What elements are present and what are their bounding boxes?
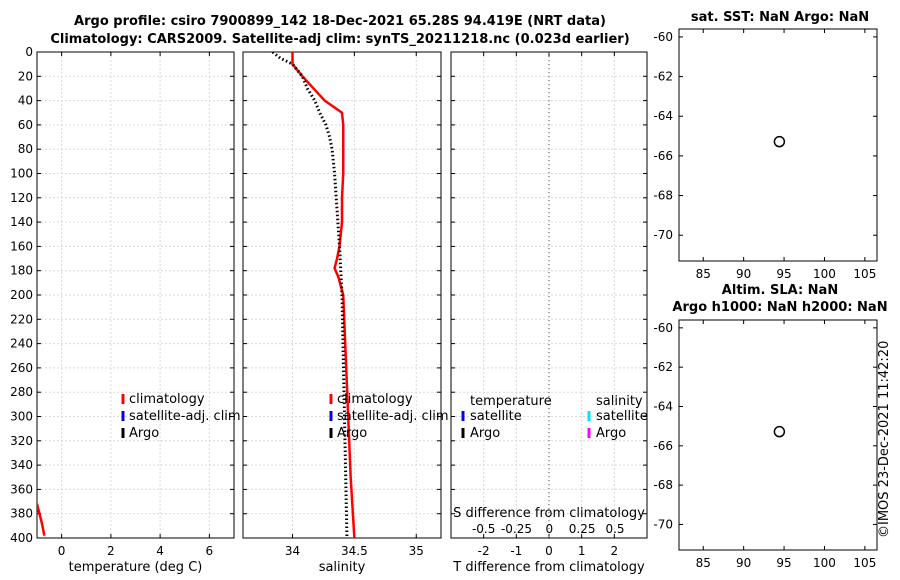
map-x-tick-label: 105 (853, 267, 876, 281)
y-tick-label: 320 (10, 434, 33, 448)
y-tick-label: 20 (18, 69, 33, 83)
x-tick-label: -2 (478, 544, 490, 558)
map-x-tick-label: 95 (776, 267, 791, 281)
map-y-tick-label: -62 (653, 360, 673, 374)
map-x-tick-label: 85 (696, 267, 711, 281)
map-y-tick-label: -62 (653, 70, 673, 84)
map-y-tick-label: -70 (653, 228, 673, 242)
map-y-tick-label: -60 (653, 30, 673, 44)
map-y-tick-label: -70 (653, 517, 673, 531)
map-frame (678, 319, 878, 551)
map-x-tick-label: 95 (776, 556, 791, 570)
map-y-tick-label: -60 (653, 321, 673, 335)
map-y-tick-label: -68 (653, 189, 673, 203)
y-tick-label: 180 (10, 264, 33, 278)
map-x-tick-label: 90 (736, 267, 751, 281)
y-tick-label: 80 (18, 142, 33, 156)
x-tick-label: 0 (58, 544, 66, 558)
y-tick-label: 300 (10, 410, 33, 424)
plot-frame (36, 51, 235, 539)
legend-label: climatology (337, 392, 413, 407)
legend-label: satellite-adj. clim (129, 409, 241, 424)
x-tick-label: 34 (285, 544, 300, 558)
map-top-title: sat. SST: NaN Argo: NaN (690, 10, 870, 25)
y-tick-label: 0 (25, 45, 33, 59)
legend-label-temperature: satellite (470, 409, 522, 424)
map-x-tick-label: 100 (813, 267, 836, 281)
profile-location-marker (773, 425, 786, 438)
y-tick-label: 280 (10, 385, 33, 399)
x-tick-label: 4 (156, 544, 164, 558)
series-argo-line (271, 52, 349, 538)
x-axis-label: temperature (deg C) (69, 560, 203, 575)
x-tick-label: -1 (510, 544, 522, 558)
legend-label-salinity: satellite (596, 409, 648, 424)
x-axis-label: salinity (319, 560, 366, 575)
legend-label: satellite-adj. clim (337, 409, 449, 424)
figure-title-line2: Climatology: CARS2009. Satellite-adj cli… (50, 32, 630, 47)
map-y-tick-label: -64 (653, 109, 673, 123)
y-tick-label: 160 (10, 239, 33, 253)
x-tick-label: 34.5 (341, 544, 368, 558)
map-y-tick-label: -66 (653, 439, 673, 453)
x-axis-label-salinity: S difference from climatology (453, 506, 645, 521)
map-bottom-title-line2: Argo h1000: NaN h2000: NaN (672, 300, 888, 315)
y-tick-label: 220 (10, 312, 33, 326)
map-x-tick-label: 85 (696, 556, 711, 570)
s-tick-label: 0.25 (569, 522, 596, 536)
legend-label: Argo (129, 426, 159, 441)
y-tick-label: 340 (10, 458, 33, 472)
y-tick-label: 100 (10, 167, 33, 181)
x-tick-label: 6 (206, 544, 214, 558)
plot-frame (242, 51, 442, 539)
x-tick-label: 1 (578, 544, 586, 558)
profile-location-marker (773, 135, 786, 148)
map-y-tick-label: -68 (653, 478, 673, 492)
legend-label: Argo (337, 426, 367, 441)
figure-title-line1: Argo profile: csiro 7900899_142 18-Dec-2… (74, 14, 606, 29)
legend-label: climatology (129, 392, 205, 407)
s-tick-label: 0 (546, 522, 554, 536)
x-tick-label: 2 (611, 544, 619, 558)
y-tick-label: 40 (18, 94, 33, 108)
x-axis-label: T difference from climatology (452, 560, 645, 575)
legend-title-salinity: salinity (596, 394, 643, 409)
s-tick-label: 0.5 (605, 522, 624, 536)
legend-label-temperature: Argo (470, 426, 500, 441)
map-bottom-title-line1: Altim. SLA: NaN (721, 283, 839, 298)
legend-title-temperature: temperature (470, 394, 552, 409)
series-climatology-line (37, 503, 46, 536)
x-tick-label: 35 (409, 544, 424, 558)
map-x-tick-label: 105 (853, 556, 876, 570)
series-climatology-line (291, 52, 356, 538)
map-x-tick-label: 100 (813, 556, 836, 570)
y-tick-label: 260 (10, 361, 33, 375)
y-tick-label: 120 (10, 191, 33, 205)
s-tick-label: -0.5 (472, 522, 495, 536)
x-tick-label: 2 (107, 544, 115, 558)
y-tick-label: 400 (10, 531, 33, 545)
legend-label-salinity: Argo (596, 426, 626, 441)
map-x-tick-label: 90 (736, 556, 751, 570)
map-y-tick-label: -64 (653, 399, 673, 413)
y-tick-label: 200 (10, 288, 33, 302)
map-y-tick-label: -66 (653, 149, 673, 163)
y-tick-label: 360 (10, 482, 33, 496)
map-frame (678, 28, 878, 262)
y-tick-label: 380 (10, 507, 33, 521)
y-tick-label: 240 (10, 337, 33, 351)
y-tick-label: 140 (10, 215, 33, 229)
x-tick-label: 0 (545, 544, 553, 558)
s-tick-label: -0.25 (501, 522, 532, 536)
y-tick-label: 60 (18, 118, 33, 132)
